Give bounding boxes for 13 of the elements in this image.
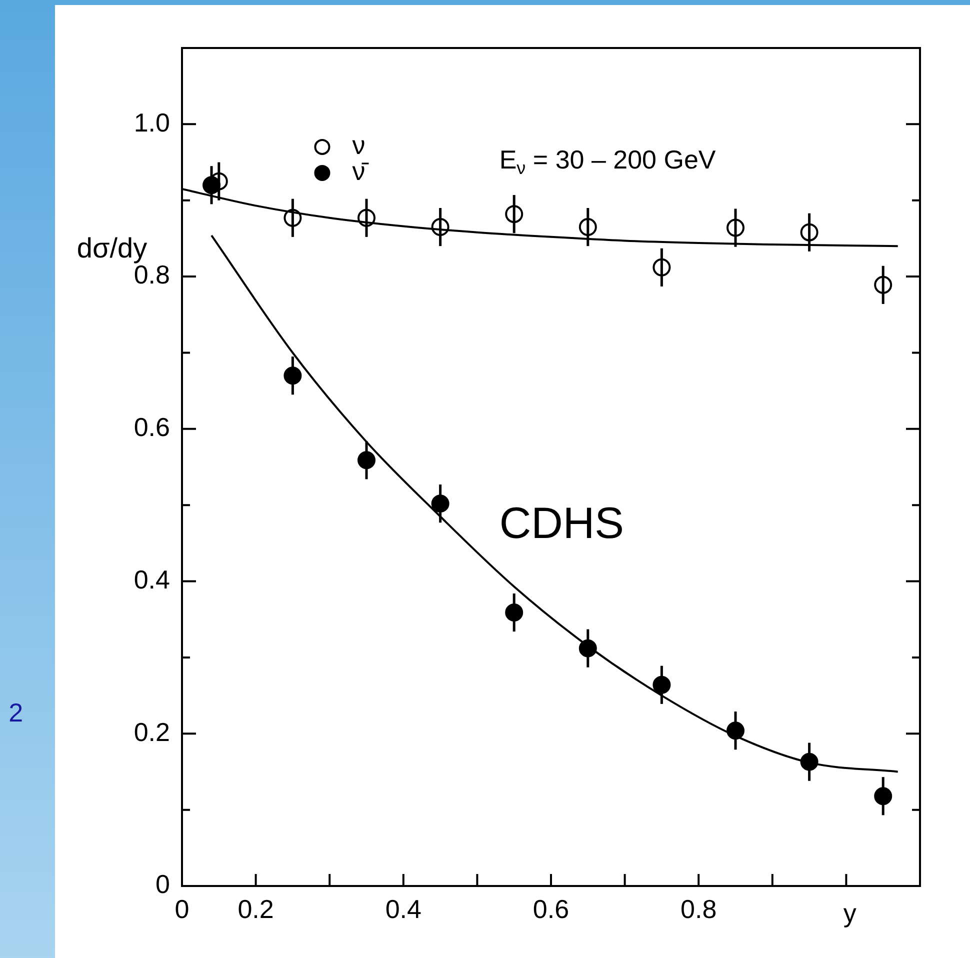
y-tick-label: 0: [156, 869, 170, 900]
x-tick-label: 0.6: [532, 894, 570, 924]
text: 2: [8, 697, 24, 728]
x-tick-label: 0.8: [680, 894, 717, 924]
y-tick-label: 0.2: [134, 716, 170, 747]
x-tick-label: 0.4: [385, 894, 422, 924]
y-tick-label: 0.6: [134, 412, 170, 442]
x-axis-title: y: [843, 898, 856, 928]
x-tick-label: 0: [174, 894, 190, 924]
annotation: CDHS: [499, 498, 624, 548]
y-tick-label: 1.0: [134, 107, 170, 138]
y-tick-label: 0.4: [134, 564, 170, 594]
x-tick-label: 0.2: [238, 894, 274, 924]
